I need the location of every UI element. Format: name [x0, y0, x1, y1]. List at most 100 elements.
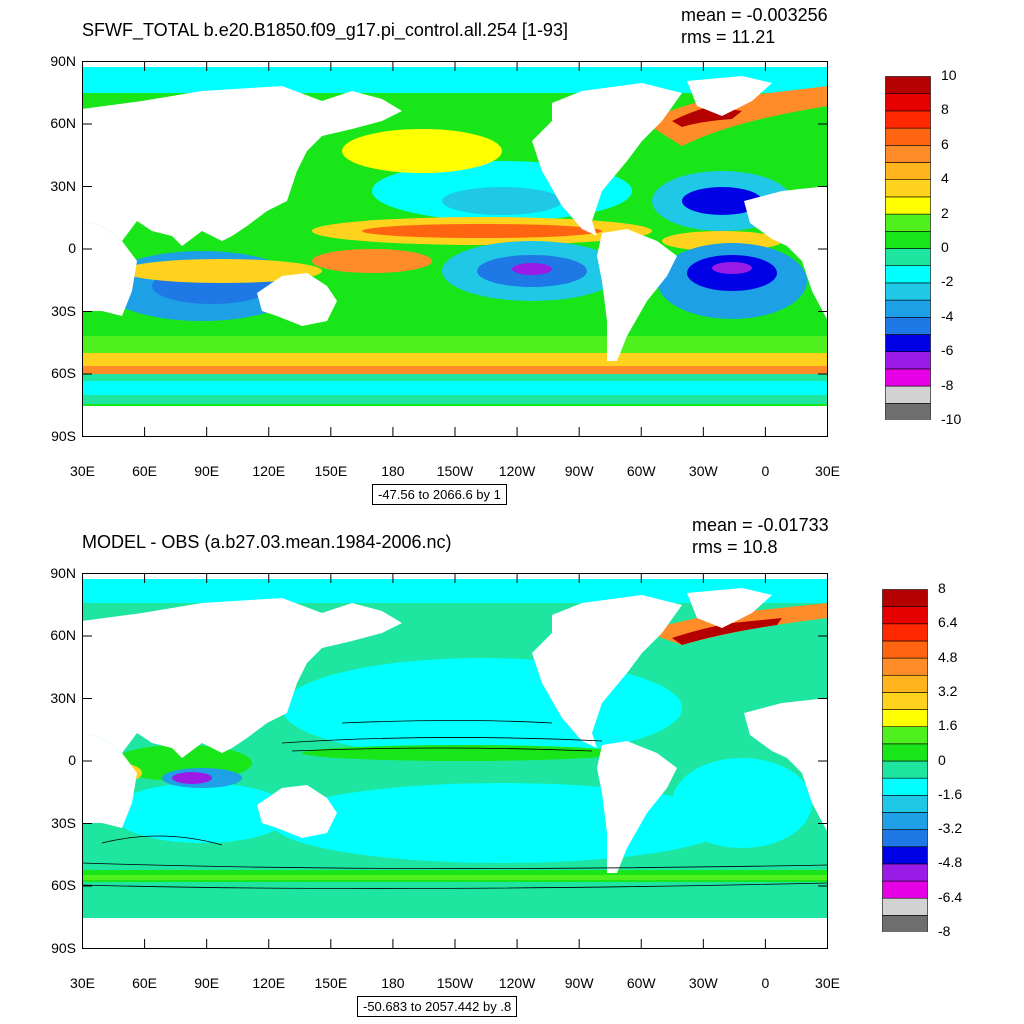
- lat-label: 60S: [51, 365, 76, 381]
- land-eurasia: [82, 86, 402, 246]
- colorbar-swatch: [882, 743, 928, 762]
- land-north-america: [532, 83, 682, 236]
- map-plot: [82, 573, 828, 949]
- colorbar: [885, 76, 931, 420]
- land-australia: [257, 273, 337, 326]
- colorbar-label: -2: [941, 273, 954, 290]
- colorbar-swatch: [882, 709, 928, 728]
- colorbar-swatch: [885, 110, 931, 129]
- colorbar-label: 6.4: [938, 614, 958, 631]
- colorbar-swatch: [885, 127, 931, 146]
- field-patch: [312, 249, 432, 273]
- lat-label: 30S: [51, 814, 76, 831]
- colorbar-label: -10: [941, 411, 962, 427]
- colorbar-swatch: [885, 162, 931, 181]
- colorbar-label: -8: [938, 923, 951, 939]
- colorbar-swatch: [885, 179, 931, 198]
- colorbar-swatch: [882, 640, 928, 659]
- contour-line: [281, 737, 603, 744]
- colorbar-label: 10: [941, 67, 957, 83]
- field-patch: [712, 262, 752, 274]
- lon-label: 150E: [314, 463, 348, 479]
- lon-label: 150W: [436, 463, 474, 479]
- colorbar-swatch: [885, 213, 931, 232]
- lat-label: 90S: [51, 427, 76, 444]
- lon-label: 30W: [688, 975, 718, 991]
- colorbar-swatch: [882, 812, 928, 830]
- colorbar-swatch: [882, 846, 928, 865]
- lon-label: 30E: [815, 975, 840, 991]
- map-plot: [82, 61, 828, 437]
- colorbar-swatch: [882, 777, 928, 796]
- land-africa-west: [744, 698, 828, 833]
- colorbar-swatch: [882, 589, 928, 607]
- rms-value: rms = 10.8: [692, 537, 778, 557]
- colorbar-swatch: [885, 299, 931, 318]
- lon-label: 60W: [626, 975, 656, 991]
- land-africa: [82, 221, 137, 316]
- colorbar-swatch: [885, 368, 931, 387]
- colorbar-label: 4: [941, 170, 949, 187]
- colorbar-swatch: [882, 915, 928, 932]
- colorbar-swatch: [885, 265, 931, 284]
- mean-value: mean = -0.003256: [681, 5, 828, 25]
- colorbar-swatch: [882, 674, 928, 693]
- lon-label: 120W: [498, 975, 536, 991]
- range-label: -50.683 to 2057.442 by .8: [357, 996, 518, 1017]
- rms-value: rms = 11.21: [681, 27, 776, 47]
- colorbar-swatch: [882, 623, 928, 642]
- lat-label: 60S: [51, 877, 76, 893]
- lon-label: 30E: [70, 975, 95, 991]
- contour-line: [101, 835, 223, 846]
- field-patch: [342, 129, 502, 173]
- lon-label: 90W: [564, 975, 594, 991]
- lon-label: 90E: [194, 463, 220, 479]
- colorbar-swatch: [882, 897, 928, 916]
- colorbar-swatch: [885, 93, 931, 112]
- contour-line: [341, 720, 553, 724]
- lon-label: 180: [381, 975, 405, 991]
- colorbar-swatch: [882, 726, 928, 745]
- colorbar-label: -6: [941, 342, 954, 359]
- lat-label: 60N: [50, 115, 76, 131]
- lon-label: 90W: [564, 463, 594, 479]
- colorbar-swatch: [882, 657, 928, 676]
- colorbar-swatch: [882, 606, 928, 625]
- field-patch: [682, 187, 762, 215]
- field-patch: [362, 224, 602, 238]
- lon-label: 0: [761, 463, 770, 479]
- colorbar-swatch: [882, 829, 928, 848]
- contour-line: [82, 862, 828, 869]
- land-greenland: [687, 76, 772, 116]
- colorbar-label: 0: [938, 751, 946, 768]
- land-africa-west: [744, 186, 828, 321]
- lon-label: 120E: [252, 463, 286, 479]
- colorbar-label: -8: [941, 376, 954, 393]
- colorbar-swatch: [882, 760, 928, 779]
- colorbar-swatch: [882, 692, 928, 710]
- lon-label: 150W: [436, 975, 474, 991]
- lon-label: 30W: [688, 463, 718, 479]
- land-africa: [82, 733, 137, 828]
- land-eurasia: [82, 598, 402, 758]
- lon-label: 60E: [132, 463, 158, 479]
- lon-label: 90E: [194, 975, 220, 991]
- colorbar-swatch: [885, 317, 931, 335]
- colorbar-swatch: [885, 402, 931, 420]
- colorbar-label: 8: [941, 101, 949, 118]
- colorbar-swatch: [885, 351, 931, 370]
- lat-label: 0: [68, 240, 76, 256]
- colorbar-label: -6.4: [938, 888, 963, 905]
- colorbar-label: 0: [941, 239, 949, 255]
- panel-bottom: MODEL - OBS (a.b27.03.mean.1984-2006.nc)…: [0, 512, 1024, 1024]
- field-patch: [672, 618, 782, 645]
- colorbar-label: 3.2: [938, 682, 958, 699]
- land-greenland: [687, 588, 772, 628]
- colorbar-swatch: [885, 76, 931, 95]
- colorbar-label: 8: [938, 580, 946, 596]
- contour-lines: [82, 720, 828, 889]
- lat-label: 0: [68, 752, 76, 768]
- colorbar-label: 6: [941, 135, 949, 152]
- field-patch: [122, 259, 322, 283]
- colorbar-label: -4.8: [938, 854, 963, 871]
